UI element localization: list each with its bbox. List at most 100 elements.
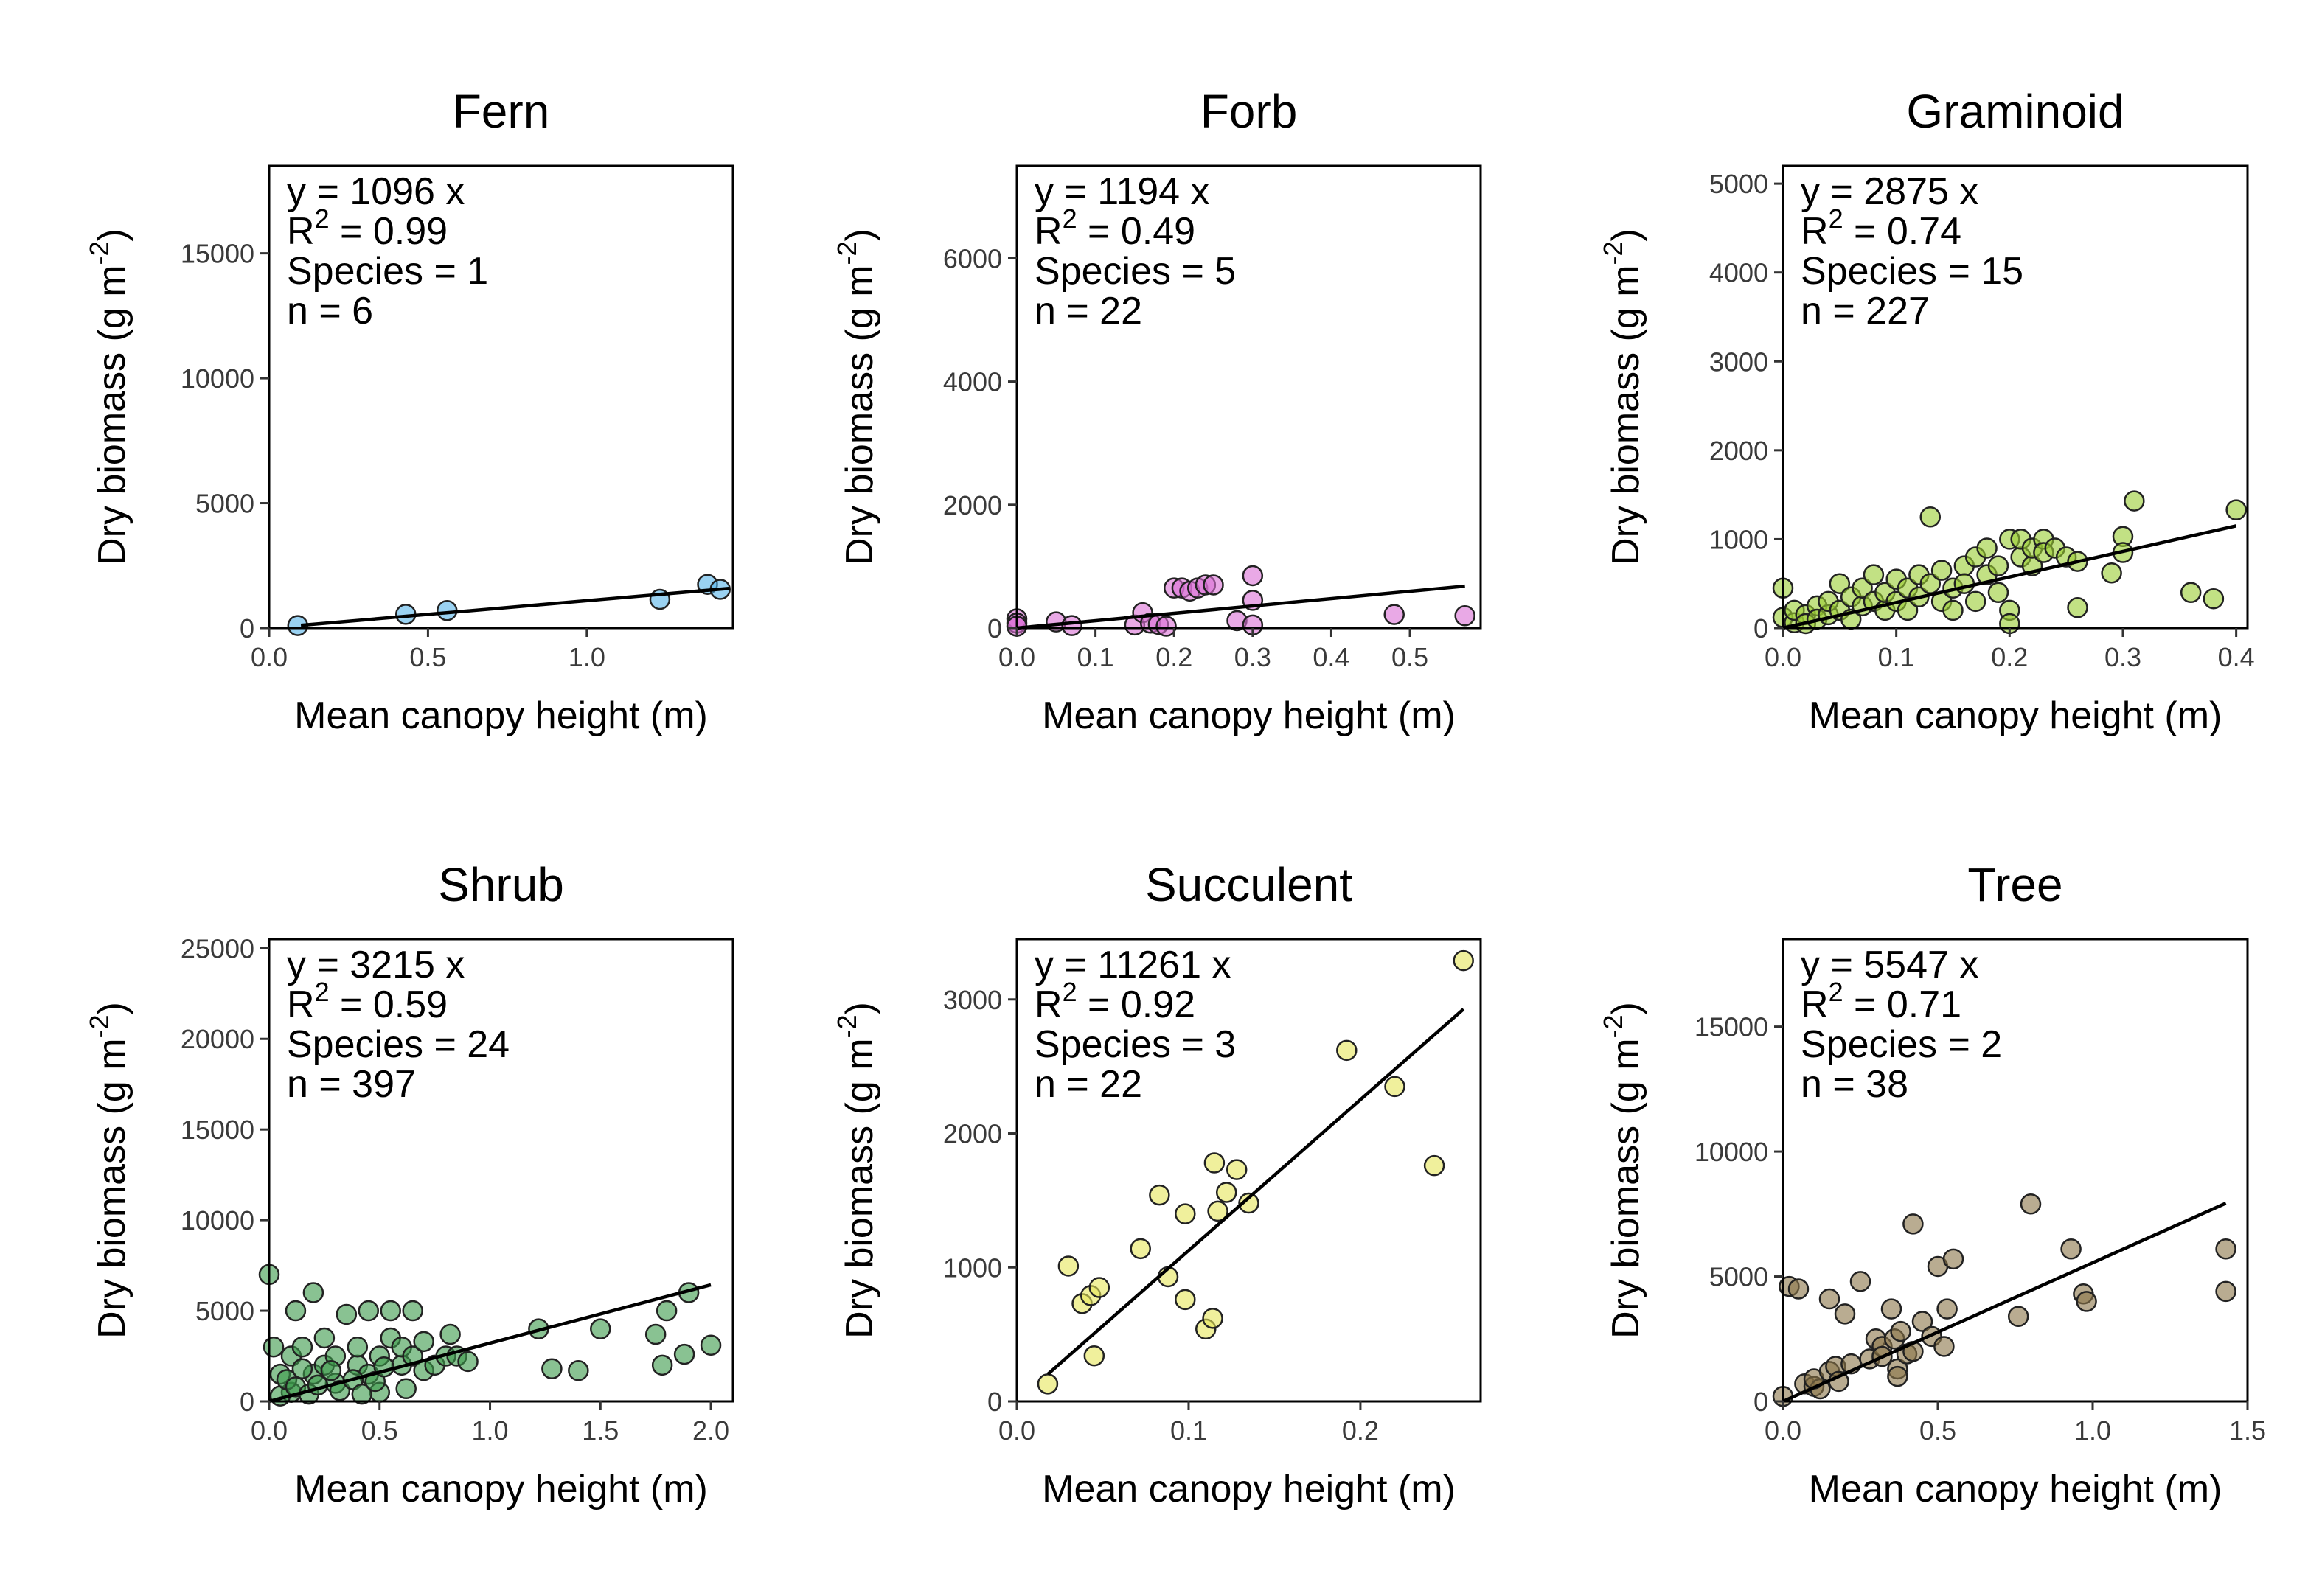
data-point [1057, 1255, 1080, 1277]
annotation-n: n = 397 [287, 1063, 416, 1106]
data-point [336, 1303, 358, 1325]
x-tick-label: 0.1 [1077, 642, 1114, 672]
data-point [1942, 599, 1964, 621]
data-point [2215, 1238, 2236, 1260]
y-tick-label: 0 [1753, 1387, 1768, 1417]
annotation-equation: y = 11261 x [1035, 944, 1231, 986]
annotation-r2-base: R [287, 210, 315, 253]
x-axis-title: Mean canopy height (m) [294, 1468, 708, 1510]
x-tick-label: 1.0 [472, 1415, 509, 1446]
plot-frame [1015, 938, 1482, 1403]
data-point [2060, 1238, 2082, 1260]
data-points [1772, 490, 2247, 635]
data-point [1203, 1152, 1226, 1174]
y-axis-title-sup: -2 [832, 1014, 862, 1038]
data-point [590, 1318, 611, 1339]
annotation-r2-base: R [1035, 210, 1063, 253]
annotation-equation: y = 1194 x [1035, 170, 1210, 213]
panel-shrub: Shrub 0.0 0.5 1.0 1.5 2.0 0 5000 10000 15000 20000… [84, 858, 734, 1510]
plot-frame [1782, 164, 2249, 630]
y-axis-title-close: ) [1605, 1002, 1647, 1014]
y-tick-label: 5000 [1709, 1262, 1768, 1292]
data-point [2067, 597, 2088, 618]
panel-fern: Fern 0.0 0.5 1.0 0 5000 10000 15000 Mean canopy … [84, 85, 734, 737]
x-axis-title: Mean canopy height (m) [294, 694, 708, 737]
annotation-r2: R2 = 0.92 [1035, 977, 1195, 1026]
data-point [1787, 1278, 1810, 1300]
y-axis-title-sup: -2 [832, 241, 862, 265]
data-point [656, 1300, 678, 1322]
annotation-r2-sup: 2 [1063, 977, 1077, 1007]
data-point [1887, 1365, 1908, 1387]
y-tick-label: 3000 [1709, 346, 1768, 377]
data-point [2007, 1306, 2029, 1328]
data-points [1006, 565, 1475, 637]
data-point [1207, 1200, 1228, 1222]
x-tick-label: 0.4 [2218, 642, 2255, 672]
annotation-r2-sup: 2 [1063, 203, 1077, 234]
annotation-equation: y = 3215 x [287, 944, 465, 986]
data-point [1987, 555, 2009, 576]
y-tick-label: 2000 [1709, 436, 1768, 466]
data-point [1242, 565, 1264, 587]
annotation-r2-value: = 0.99 [330, 210, 448, 253]
panel-title: Succulent [1145, 858, 1352, 911]
data-point [285, 1300, 307, 1322]
data-point [1942, 1248, 1964, 1270]
data-point [2225, 499, 2247, 520]
annotation-r2: R2 = 0.99 [287, 203, 448, 253]
panel-title: Graminoid [1906, 85, 2124, 138]
y-tick-label: 4000 [943, 367, 1002, 397]
regression-line [1016, 584, 1465, 630]
annotation-r2-value: = 0.92 [1077, 983, 1195, 1026]
annotation-species: Species = 1 [287, 250, 488, 293]
regression-line [1782, 524, 2237, 630]
data-point [380, 1300, 401, 1322]
y-tick-label: 10000 [181, 1205, 254, 1236]
panel-title: Forb [1200, 85, 1298, 138]
annotation-n: n = 22 [1035, 1063, 1142, 1106]
x-tick-label: 0.4 [1313, 642, 1349, 672]
y-axis-title-close: ) [1605, 229, 1647, 241]
y-tick-label: 0 [1753, 613, 1768, 644]
y-axis-title-main: Dry biomass (g m [838, 265, 881, 565]
data-point [2101, 562, 2122, 584]
x-tick-label: 0.2 [1155, 642, 1192, 672]
data-point [1818, 1288, 1840, 1310]
data-point [402, 1300, 423, 1322]
data-point [351, 1383, 373, 1405]
x-axis-title: Mean canopy height (m) [1809, 1468, 2222, 1510]
data-point [1175, 1289, 1196, 1311]
annotation-n: n = 22 [1035, 290, 1142, 332]
data-point [291, 1336, 313, 1358]
data-point [2215, 1280, 2236, 1303]
data-point [1834, 1303, 1856, 1325]
annotation-r2: R2 = 0.49 [1035, 203, 1195, 253]
panel-title: Fern [453, 85, 550, 138]
y-axis-title-main: Dry biomass (g m [91, 265, 133, 565]
annotation-r2-base: R [1801, 210, 1829, 253]
y-tick-label: 10000 [181, 363, 254, 394]
x-tick-label: 1.5 [582, 1415, 619, 1446]
data-point [1849, 1271, 1871, 1292]
data-point [1902, 1213, 1924, 1235]
annotation-r2-value: = 0.49 [1077, 210, 1195, 253]
data-point [1215, 1182, 1237, 1203]
y-axis-title: Dry biomass (g m-2) [1598, 1002, 1647, 1339]
data-point [1083, 1345, 1105, 1367]
y-tick-label: 0 [240, 613, 254, 644]
data-point [263, 1336, 285, 1358]
y-tick-label: 5000 [1709, 169, 1768, 199]
data-point [1454, 605, 1475, 627]
annotation-species: Species = 2 [1801, 1023, 2002, 1066]
x-tick-label: 0.3 [2104, 642, 2141, 672]
annotation-r2-value: = 0.71 [1843, 983, 1961, 1026]
y-axis-title: Dry biomass (g m-2) [1598, 229, 1647, 565]
y-axis-title-sup: -2 [84, 1014, 114, 1038]
y-tick-label: 10000 [1694, 1137, 1768, 1167]
x-tick-label: 0.5 [409, 642, 446, 672]
data-point [2203, 588, 2225, 610]
y-tick-label: 6000 [943, 243, 1002, 273]
y-tick-label: 4000 [1709, 258, 1768, 288]
y-tick-label: 2000 [943, 1119, 1002, 1149]
